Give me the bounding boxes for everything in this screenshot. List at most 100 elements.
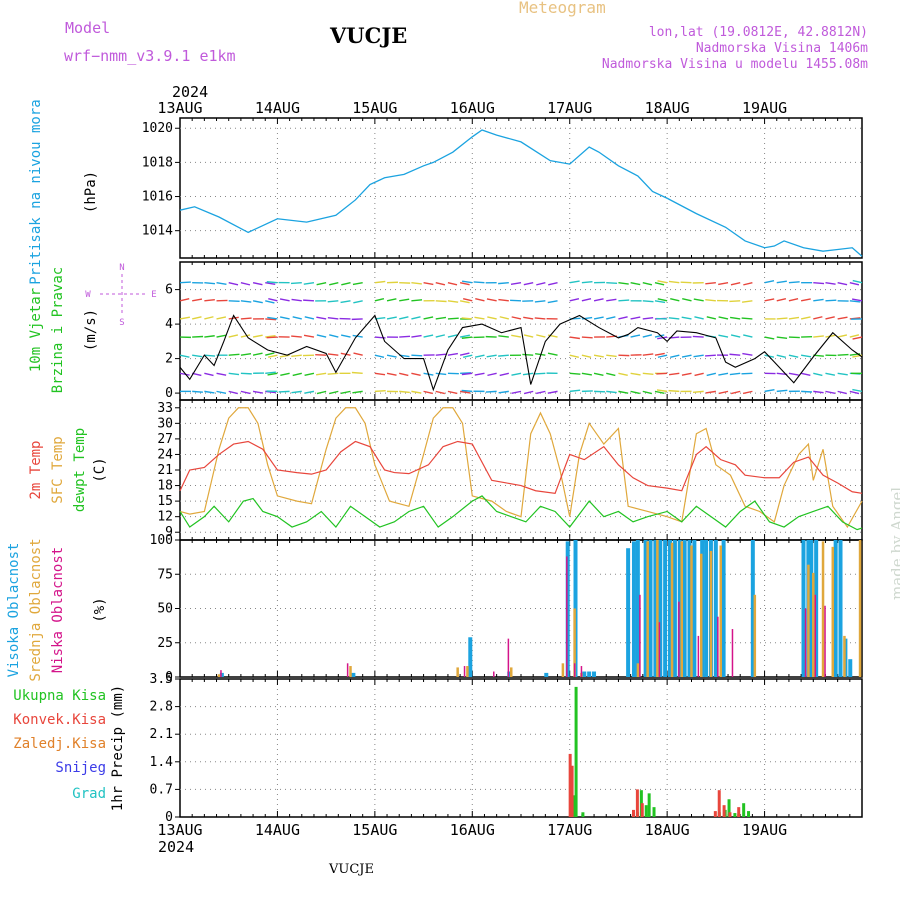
wind-arrow xyxy=(776,297,787,302)
wind-arrow xyxy=(729,372,741,376)
wind-arrow xyxy=(593,372,604,376)
wind-arrow xyxy=(788,281,800,284)
wind-arrow xyxy=(718,282,729,286)
cloud-bar-low xyxy=(804,608,807,677)
wind-arrow xyxy=(682,298,692,302)
wind-arrow xyxy=(279,316,290,320)
wind-arrow xyxy=(618,299,630,302)
wind-arrow xyxy=(618,316,628,320)
wind-arrow xyxy=(743,282,753,286)
cloud-bar-mid xyxy=(831,546,835,677)
wind-arrow xyxy=(329,390,339,395)
cloud-bar-high xyxy=(668,540,673,677)
wind-arrow xyxy=(642,316,654,320)
wind-arrow xyxy=(569,354,579,358)
wind-arrow xyxy=(374,390,386,393)
cloud-bar-low xyxy=(639,594,641,677)
wind-arrow xyxy=(825,299,837,302)
x-tick-label-top: 14AUG xyxy=(255,99,300,117)
precip-legend-0: Ukupna Kisa xyxy=(13,688,106,704)
wind-arrow xyxy=(656,389,668,393)
temp-2m-axis-label: 2m Temp xyxy=(28,440,44,499)
cloud-bar-mid xyxy=(709,550,713,677)
wind-arrow xyxy=(459,300,470,304)
wind-arrow xyxy=(813,372,823,377)
cloud-bar-high xyxy=(801,540,806,677)
sfc-temp-axis-label: SFC Temp xyxy=(50,436,66,503)
wind-arrow xyxy=(581,297,592,302)
wind-arrow xyxy=(852,336,863,340)
wind-arrow xyxy=(204,316,214,320)
wind-arrow xyxy=(228,282,239,286)
wind-arrow xyxy=(353,352,363,356)
wind-arrow xyxy=(447,352,458,356)
cloud-bar-high xyxy=(626,548,631,677)
wind-arrow xyxy=(279,298,290,302)
cloud-bar-mid xyxy=(843,635,846,677)
wind-arrow xyxy=(705,390,716,394)
model-altitude-label: Nadmorska Visina u modelu 1455.08m xyxy=(601,57,868,72)
wind-arrow xyxy=(788,354,799,358)
wind-arrow xyxy=(681,372,692,376)
wind-arrow xyxy=(692,390,704,393)
wind-arrow xyxy=(216,316,227,320)
wind-arrow xyxy=(461,372,473,376)
wind-arrow xyxy=(813,282,825,285)
wind-arrow xyxy=(265,352,275,356)
wind-arrow xyxy=(498,354,509,357)
wind-arrow xyxy=(280,372,290,377)
wind-arrow xyxy=(813,316,823,320)
cloud-bar-low xyxy=(573,663,576,677)
x-tick-label-bottom: 14AUG xyxy=(255,821,300,839)
wind-arrow xyxy=(764,280,775,284)
wind-arrow xyxy=(534,372,546,375)
page-title: VUCJE xyxy=(330,23,408,48)
wind-arrow xyxy=(606,316,616,320)
wind-arrow xyxy=(849,282,860,286)
wind-arrow xyxy=(581,372,592,376)
wind-arrow xyxy=(523,316,534,320)
wind-arrow xyxy=(228,316,239,320)
cloud-bar-low xyxy=(697,635,700,677)
cloud-bar-high xyxy=(750,540,755,677)
wind-arrow xyxy=(291,390,302,394)
wind-arrow xyxy=(499,316,509,320)
wind-arrow xyxy=(630,372,641,376)
cloud-bar-high xyxy=(592,671,597,677)
wind-arrow xyxy=(511,316,522,320)
y-tick-label: 0 xyxy=(165,386,173,401)
wind-arrow xyxy=(316,390,327,395)
wind-arrow xyxy=(252,334,263,338)
wind-arrow xyxy=(606,390,617,394)
cloud-unit-label: (%) xyxy=(92,597,108,622)
wind-arrow xyxy=(216,334,227,338)
cloud-bar-high xyxy=(672,540,677,677)
precip-legend-3: Snijeg xyxy=(55,760,106,776)
y-tick-label: 2.8 xyxy=(150,700,173,715)
wind-arrow xyxy=(547,390,558,394)
wind-arrow xyxy=(179,354,190,358)
wind-arrow xyxy=(240,352,252,356)
wind-arrow xyxy=(374,354,385,358)
wind-arrow xyxy=(642,334,653,338)
year-bottom: 2024 xyxy=(158,838,195,856)
wind-direction-field xyxy=(179,279,863,395)
wind-arrow xyxy=(569,298,580,302)
x-tick-label-top: 16AUG xyxy=(450,99,495,117)
wind-arrow xyxy=(606,354,617,358)
precip-bar-total xyxy=(574,686,578,817)
model-label: Model xyxy=(65,19,111,37)
dewpt-axis-label: dewpt Temp xyxy=(72,428,88,512)
pressure-unit-label: (hPa) xyxy=(83,171,99,213)
altitude-label: Nadmorska Visina 1406m xyxy=(695,41,868,56)
cloud-bar-low xyxy=(580,666,583,677)
wind-arrow xyxy=(423,334,434,338)
wind-arrow xyxy=(852,298,863,302)
wind-arrow xyxy=(447,300,459,303)
cloud-bar-low xyxy=(717,616,719,677)
wind-arrow xyxy=(581,316,593,320)
wind-arrow xyxy=(487,372,497,377)
wind-arrow xyxy=(837,390,847,395)
wind-arrow xyxy=(204,372,214,377)
